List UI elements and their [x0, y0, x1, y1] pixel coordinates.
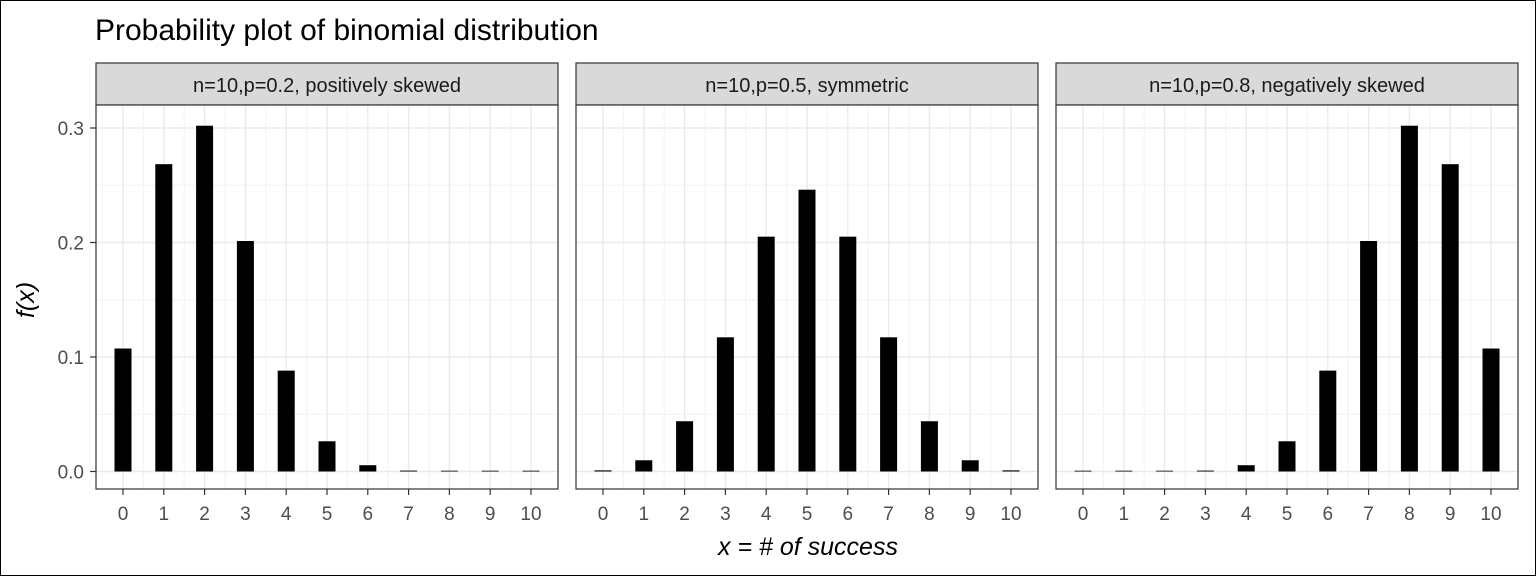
bar [481, 470, 499, 472]
bar [920, 421, 938, 472]
x-tick-label: 3 [720, 504, 731, 525]
x-tick-label: 6 [1323, 504, 1334, 525]
x-tick-label: 2 [1159, 504, 1170, 525]
facet-strip-label: n=10,p=0.2, positively skewed [193, 75, 461, 97]
bar [757, 236, 775, 472]
x-tick-label: 2 [199, 504, 210, 525]
bar [114, 348, 132, 472]
x-tick-label: 7 [1363, 504, 1374, 525]
x-tick-label: 10 [520, 504, 541, 525]
y-tick-label: 0.0 [58, 463, 84, 484]
x-tick-label: 3 [240, 504, 251, 525]
x-tick-label: 8 [1404, 504, 1415, 525]
x-axis-title: x = # of success [717, 533, 898, 561]
x-tick-label: 1 [639, 504, 650, 525]
bar [1237, 465, 1255, 472]
bar [716, 337, 734, 472]
bar [594, 470, 612, 472]
y-tick-label: 0.3 [58, 119, 84, 140]
bar [236, 241, 254, 472]
x-tick-label: 2 [679, 504, 690, 525]
x-tick-label: 6 [363, 504, 374, 525]
bar [1156, 470, 1174, 472]
x-tick-label: 1 [159, 504, 170, 525]
facet-panels: n=10,p=0.2, positively skewed 0 1 2 3 4 5 6 7 8 9 1… [95, 62, 1519, 525]
bar [1115, 470, 1133, 472]
bar [1400, 125, 1418, 472]
bar [1482, 348, 1500, 472]
bar [440, 470, 458, 472]
facet-panel: n=10,p=0.2, positively skewed 0 1 2 3 4 5 6 7 8 9 1… [95, 62, 559, 525]
bar [880, 337, 898, 472]
x-tick-label: 6 [843, 504, 854, 525]
facet-panel: n=10,p=0.5, symmetric 0 1 2 3 4 5 6 7 8 9 10 [575, 62, 1039, 525]
x-tick-label: 10 [1000, 504, 1021, 525]
facet-strip [1055, 62, 1519, 106]
bar [155, 164, 173, 472]
bar [196, 125, 214, 472]
x-tick-label: 1 [1119, 504, 1130, 525]
bar [1074, 470, 1092, 472]
x-tick-label: 5 [322, 504, 333, 525]
x-tick-label: 7 [883, 504, 894, 525]
x-tick-label: 4 [761, 504, 772, 525]
bar [522, 470, 540, 472]
y-tick-label: 0.1 [58, 348, 84, 369]
y-axis-title: f(x) [12, 282, 40, 318]
x-tick-label: 0 [118, 504, 129, 525]
x-tick-label: 7 [403, 504, 414, 525]
bar [798, 189, 816, 472]
y-axis: 0.0 0.1 0.2 0.3 [58, 119, 96, 484]
x-tick-label: 9 [965, 504, 976, 525]
x-tick-label: 10 [1480, 504, 1501, 525]
x-tick-label: 3 [1200, 504, 1211, 525]
bar [1002, 470, 1020, 472]
bar [1360, 241, 1378, 472]
x-tick-label: 4 [1241, 504, 1252, 525]
facet-strip [95, 62, 559, 106]
x-tick-label: 9 [1445, 504, 1456, 525]
x-tick-label: 4 [281, 504, 292, 525]
bar [961, 460, 979, 472]
bar [839, 236, 857, 472]
bar [676, 421, 694, 472]
bar [318, 441, 336, 472]
facet-panel: n=10,p=0.8, negatively skewed 0 1 2 3 4 5 6 7 8 9 1… [1055, 62, 1519, 525]
bar [359, 465, 377, 472]
bar [1441, 164, 1459, 472]
x-tick-label: 5 [1282, 504, 1293, 525]
facet-strip-label: n=10,p=0.5, symmetric [705, 75, 908, 97]
facet-strip-label: n=10,p=0.8, negatively skewed [1149, 75, 1425, 97]
x-tick-label: 8 [444, 504, 455, 525]
bar [1319, 370, 1337, 472]
y-tick-label: 0.2 [58, 234, 84, 255]
x-tick-label: 0 [1078, 504, 1089, 525]
bar [1278, 441, 1296, 472]
x-tick-label: 9 [485, 504, 496, 525]
bar [1196, 470, 1214, 472]
bar [400, 470, 418, 472]
x-tick-label: 0 [598, 504, 609, 525]
bar [635, 460, 653, 472]
x-tick-label: 8 [924, 504, 935, 525]
bar [277, 370, 295, 472]
chart-title: Probability plot of binomial distributio… [95, 14, 599, 47]
x-tick-label: 5 [802, 504, 813, 525]
